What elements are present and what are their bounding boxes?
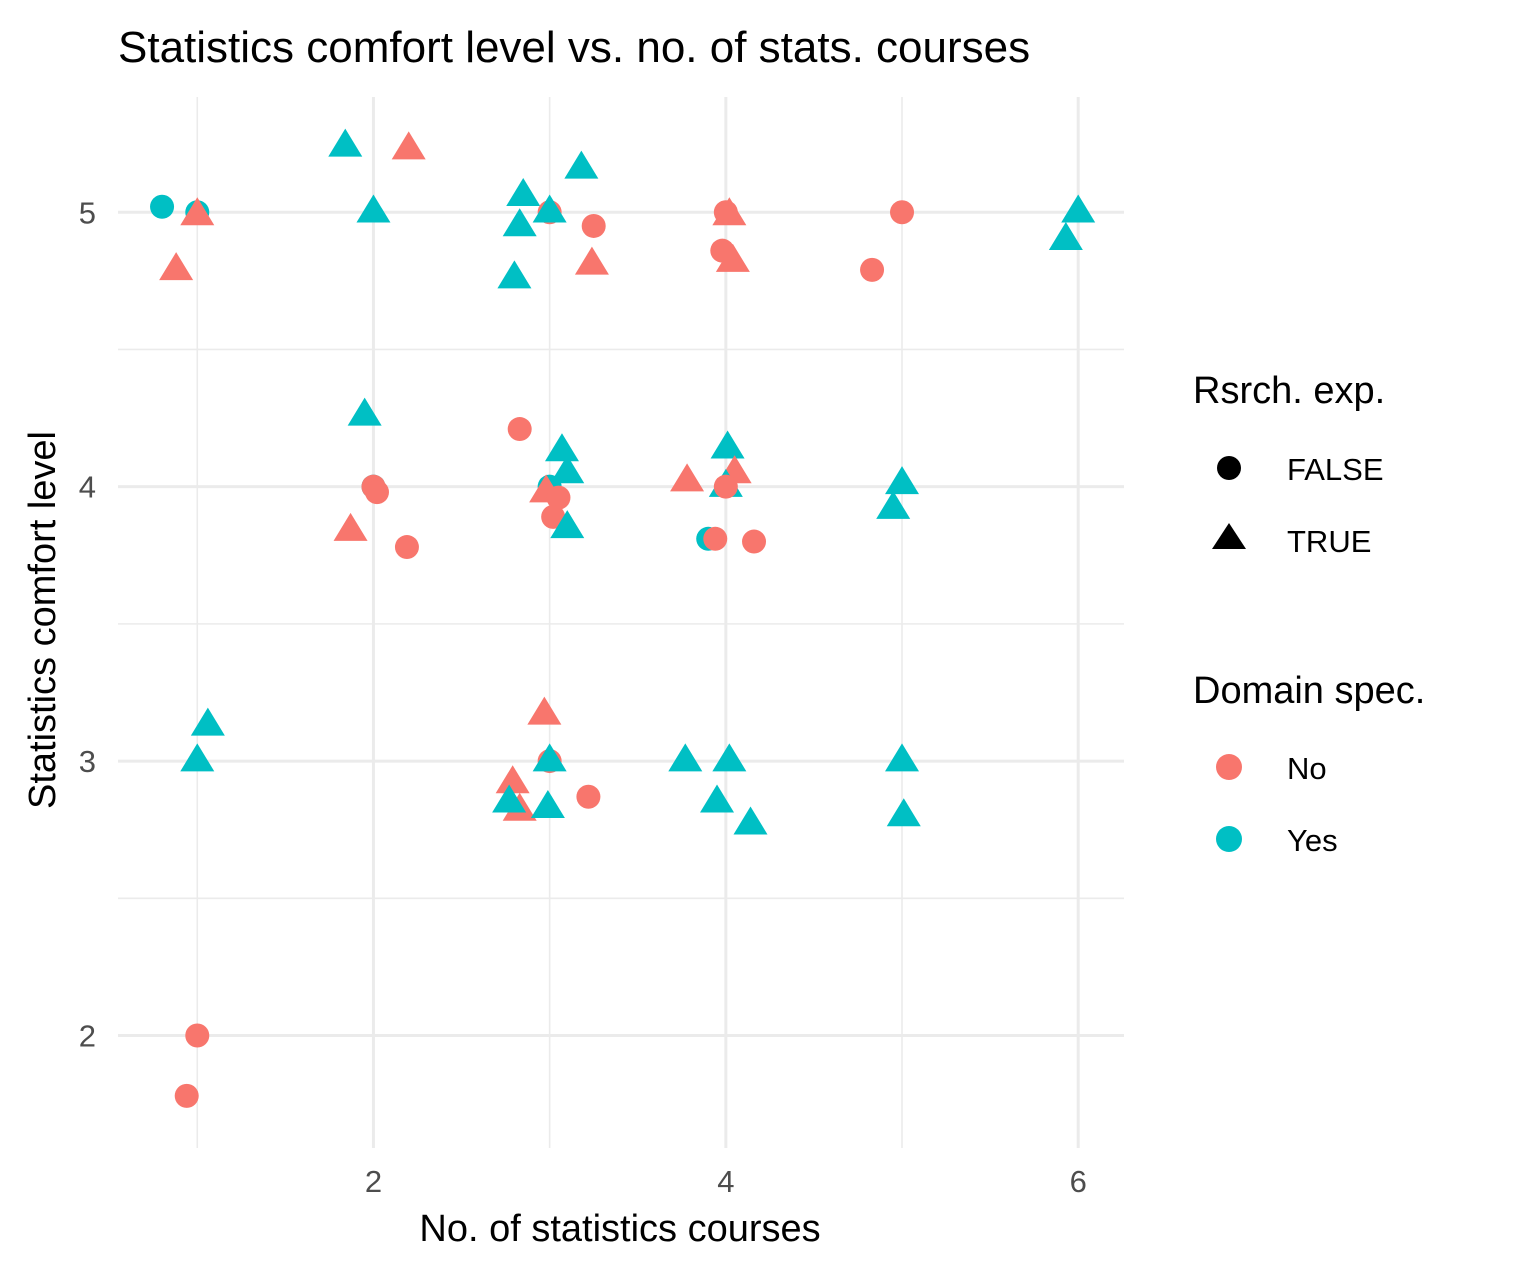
point-triangle [712, 743, 747, 772]
point-triangle [885, 466, 920, 495]
legend-true-label: TRUE [1287, 524, 1371, 559]
point-triangle [550, 510, 585, 539]
point-triangle [564, 150, 599, 179]
point-triangle [180, 197, 215, 226]
point-triangle [1048, 221, 1083, 250]
legend-false-label: FALSE [1287, 452, 1384, 487]
point-circle [703, 526, 728, 551]
point-triangle [527, 696, 562, 725]
legend-triangle-key [1212, 523, 1246, 549]
x-tick-label: 2 [365, 1164, 382, 1199]
point-circle [364, 480, 389, 505]
legend-color-title: Domain spec. [1193, 670, 1425, 712]
point-circle [742, 529, 767, 554]
point-circle [581, 213, 606, 238]
y-tick-label: 4 [79, 470, 96, 505]
point-circle [713, 474, 738, 499]
point-triangle [356, 194, 391, 223]
point-triangle [668, 743, 703, 772]
point-circle [890, 200, 915, 225]
legend-color: Domain spec. No Yes [1193, 670, 1425, 858]
y-tick-label: 5 [79, 195, 96, 230]
y-tick-label: 2 [79, 1018, 96, 1053]
x-tick-label: 4 [717, 1164, 734, 1199]
point-triangle [502, 208, 537, 237]
legend-circle-key [1217, 456, 1241, 480]
point-circle [507, 417, 532, 442]
point-triangle [733, 806, 768, 835]
data-points [150, 128, 1096, 1108]
point-triangle [710, 430, 745, 459]
y-tick-label: 3 [79, 744, 96, 779]
point-triangle [506, 178, 541, 207]
point-triangle [885, 743, 920, 772]
legend-no-key [1216, 754, 1242, 780]
point-triangle [532, 194, 567, 223]
point-triangle [492, 784, 527, 813]
point-triangle [347, 397, 382, 426]
point-circle [150, 194, 175, 219]
point-triangle [712, 197, 747, 226]
point-triangle [550, 455, 585, 484]
point-triangle [700, 784, 735, 813]
legend-shape-title: Rsrch. exp. [1193, 370, 1385, 412]
grid [118, 97, 1124, 1148]
point-triangle [574, 246, 609, 275]
point-circle [174, 1083, 199, 1108]
point-circle [185, 1023, 210, 1048]
point-triangle [159, 252, 194, 281]
point-triangle [180, 743, 215, 772]
point-triangle [328, 128, 363, 157]
point-triangle [715, 243, 750, 272]
point-triangle [495, 765, 530, 794]
point-triangle [876, 490, 911, 519]
y-axis-title: Statistics comfort level [22, 431, 64, 809]
point-triangle [333, 512, 368, 541]
point-circle [394, 535, 419, 560]
point-circle [576, 784, 601, 809]
point-circle [546, 485, 571, 510]
point-triangle [544, 433, 579, 462]
point-triangle [886, 798, 921, 827]
x-axis-title: No. of statistics courses [419, 1208, 820, 1250]
legend-yes-label: Yes [1287, 823, 1338, 858]
legend-shape: Rsrch. exp. FALSE TRUE [1193, 370, 1385, 559]
point-circle [860, 257, 885, 282]
point-triangle [497, 260, 532, 289]
point-triangle [532, 743, 567, 772]
point-triangle [530, 789, 565, 818]
legend-yes-key [1216, 826, 1242, 852]
point-triangle [391, 131, 426, 160]
point-triangle [190, 707, 225, 736]
point-triangle [1061, 194, 1096, 223]
x-tick-label: 6 [1070, 1164, 1087, 1199]
point-circle [541, 504, 566, 529]
y-tick-labels: 2 3 4 5 [79, 195, 96, 1053]
chart-title: Statistics comfort level vs. no. of stat… [118, 23, 1030, 72]
legend-no-label: No [1287, 751, 1327, 786]
x-tick-labels: 2 4 6 [365, 1164, 1087, 1199]
point-triangle [670, 463, 705, 492]
